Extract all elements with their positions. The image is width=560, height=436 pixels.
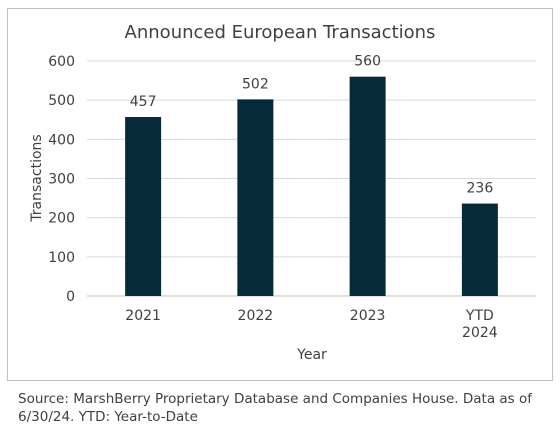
bar	[237, 99, 274, 296]
y-tick-labels: 0 100 200 300 400 500 600	[48, 54, 75, 305]
data-label: 502	[242, 76, 269, 92]
data-labels: 457 502 560 236	[130, 54, 494, 197]
chart-title: Announced European Transactions	[125, 22, 436, 43]
y-tick-label: 400	[48, 132, 75, 148]
y-tick-label: 100	[48, 250, 75, 266]
y-tick-label: 0	[66, 289, 75, 305]
bar	[461, 203, 498, 296]
y-axis-label: Transactions	[29, 134, 45, 222]
x-tick-label: YTD	[465, 308, 494, 324]
chart-frame	[7, 8, 553, 381]
bar	[125, 117, 162, 296]
data-label: 457	[130, 94, 157, 110]
x-tick-label: 2022	[238, 308, 274, 324]
source-note: Source: MarshBerry Proprietary Database …	[18, 391, 533, 425]
x-axis-label: Year	[296, 347, 327, 363]
data-label: 236	[467, 181, 494, 197]
y-tick-label: 600	[48, 54, 75, 70]
gridlines	[87, 60, 536, 297]
y-tick-label: 300	[48, 172, 75, 188]
y-tick-label: 200	[48, 211, 75, 227]
x-tick-label: 2023	[350, 308, 386, 324]
data-label: 560	[354, 54, 381, 70]
x-tick-label: 2021	[125, 308, 161, 324]
bar	[349, 76, 386, 297]
bars	[125, 76, 498, 297]
x-tick-label: 2024	[462, 325, 498, 341]
y-tick-label: 500	[48, 93, 75, 109]
